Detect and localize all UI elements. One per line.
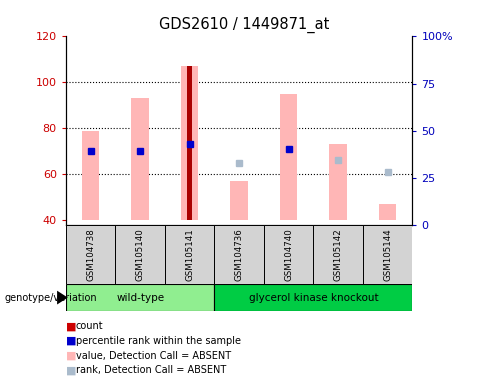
Text: glycerol kinase knockout: glycerol kinase knockout (248, 293, 378, 303)
Bar (187, 66, 192, 220)
Text: GSM105140: GSM105140 (136, 228, 144, 281)
Text: ■: ■ (66, 336, 77, 346)
Bar (66, 284, 214, 311)
Bar (379, 204, 396, 220)
Text: genotype/variation: genotype/variation (5, 293, 98, 303)
Bar (264, 225, 313, 284)
Text: GSM105141: GSM105141 (185, 228, 194, 281)
Bar (82, 131, 99, 220)
Bar (363, 225, 412, 284)
Bar (329, 144, 347, 220)
Text: GSM104738: GSM104738 (86, 228, 95, 281)
Text: wild-type: wild-type (116, 293, 164, 303)
Polygon shape (57, 291, 68, 305)
Bar (214, 284, 412, 311)
Text: rank, Detection Call = ABSENT: rank, Detection Call = ABSENT (76, 365, 226, 375)
Bar (165, 225, 214, 284)
Text: GSM104736: GSM104736 (235, 228, 244, 281)
Bar (214, 225, 264, 284)
Text: ■: ■ (66, 365, 77, 375)
Text: ■: ■ (66, 321, 77, 331)
Bar (181, 66, 198, 220)
Text: GSM105144: GSM105144 (383, 228, 392, 281)
Text: GDS2610 / 1449871_at: GDS2610 / 1449871_at (159, 17, 329, 33)
Bar (131, 98, 149, 220)
Text: GSM104740: GSM104740 (284, 228, 293, 281)
Bar (230, 181, 248, 220)
Text: percentile rank within the sample: percentile rank within the sample (76, 336, 241, 346)
Text: GSM105142: GSM105142 (334, 228, 343, 281)
Text: ■: ■ (66, 351, 77, 361)
Bar (115, 225, 165, 284)
Bar (280, 94, 297, 220)
Bar (66, 225, 115, 284)
Text: count: count (76, 321, 103, 331)
Bar (313, 225, 363, 284)
Text: value, Detection Call = ABSENT: value, Detection Call = ABSENT (76, 351, 231, 361)
